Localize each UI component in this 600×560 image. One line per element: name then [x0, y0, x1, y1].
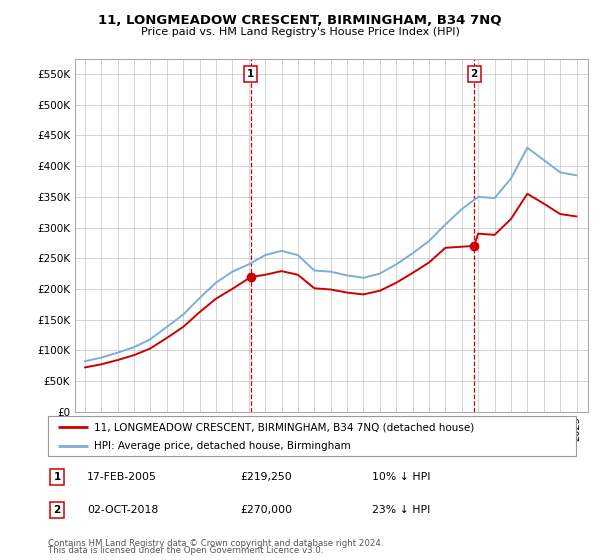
Text: 11, LONGMEADOW CRESCENT, BIRMINGHAM, B34 7NQ: 11, LONGMEADOW CRESCENT, BIRMINGHAM, B34… — [98, 14, 502, 27]
Text: 23% ↓ HPI: 23% ↓ HPI — [372, 505, 430, 515]
Text: 10% ↓ HPI: 10% ↓ HPI — [372, 472, 431, 482]
Text: 17-FEB-2005: 17-FEB-2005 — [87, 472, 157, 482]
Text: Contains HM Land Registry data © Crown copyright and database right 2024.: Contains HM Land Registry data © Crown c… — [48, 539, 383, 548]
Text: 02-OCT-2018: 02-OCT-2018 — [87, 505, 158, 515]
Text: £219,250: £219,250 — [240, 472, 292, 482]
Text: Price paid vs. HM Land Registry's House Price Index (HPI): Price paid vs. HM Land Registry's House … — [140, 27, 460, 37]
Text: 11, LONGMEADOW CRESCENT, BIRMINGHAM, B34 7NQ (detached house): 11, LONGMEADOW CRESCENT, BIRMINGHAM, B34… — [94, 422, 475, 432]
Text: £270,000: £270,000 — [240, 505, 292, 515]
Text: 2: 2 — [470, 69, 478, 80]
Text: This data is licensed under the Open Government Licence v3.0.: This data is licensed under the Open Gov… — [48, 546, 323, 555]
Text: 1: 1 — [247, 69, 254, 80]
Text: 2: 2 — [53, 505, 61, 515]
FancyBboxPatch shape — [48, 416, 576, 456]
Text: 1: 1 — [53, 472, 61, 482]
Text: HPI: Average price, detached house, Birmingham: HPI: Average price, detached house, Birm… — [94, 441, 351, 451]
